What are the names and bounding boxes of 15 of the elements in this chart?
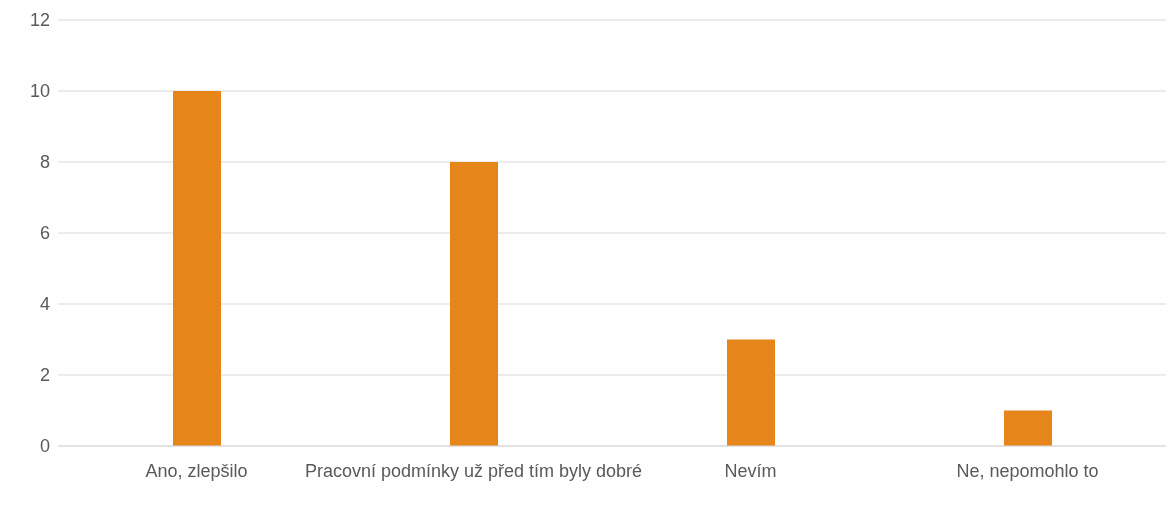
y-tick-label: 12	[29, 10, 50, 31]
y-tick-label: 0	[39, 436, 50, 457]
bar	[1004, 410, 1052, 446]
bar	[450, 162, 498, 446]
x-tick-label: Nevím	[724, 460, 777, 481]
bar	[727, 339, 775, 446]
y-tick-label: 10	[29, 81, 50, 102]
bar	[173, 91, 221, 446]
y-tick-label: 6	[39, 223, 50, 244]
y-tick-label: 8	[39, 152, 50, 173]
y-tick-label: 2	[39, 365, 50, 386]
x-tick-label: Ano, zlepšilo	[145, 460, 248, 481]
x-tick-label: Pracovní podmínky už před tím byly dobré	[304, 460, 643, 481]
y-tick-label: 4	[39, 294, 50, 315]
x-tick-label: Ne, nepomohlo to	[956, 460, 1099, 481]
